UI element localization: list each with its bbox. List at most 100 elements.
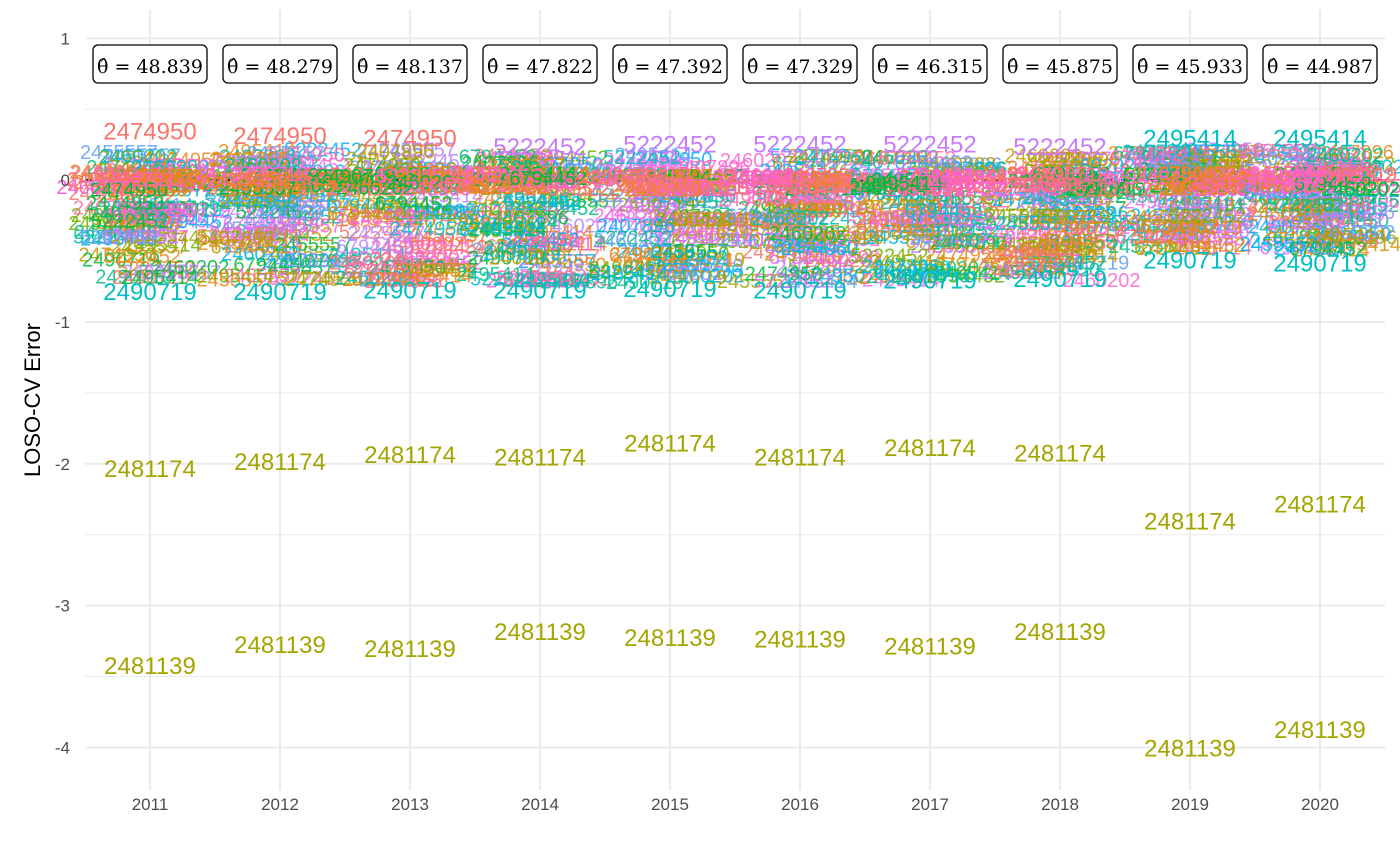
station-label: 6794452 (853, 183, 931, 205)
station-label: 2490719 (606, 272, 684, 294)
point-label-5222452: 5222452 (1013, 134, 1106, 161)
station-label: 2490719 (1029, 173, 1107, 195)
station-label: 2474950 (1304, 179, 1382, 201)
station-label: 2474950 (634, 158, 712, 180)
station-label: 2455557 (103, 145, 181, 167)
station-label: 2490719 (487, 199, 565, 221)
station-label: 2460202 (56, 177, 134, 199)
station-label: 2474950 (880, 192, 958, 214)
station-label: 2455557 (1246, 168, 1324, 190)
station-label: 2474950 (472, 240, 550, 262)
station-label: 2495414 (484, 238, 562, 260)
station-label: 5222452 (1281, 144, 1359, 166)
station-label: 2460202 (1254, 143, 1332, 165)
station-label: 2495414 (469, 219, 547, 241)
point-label-2495414: 2495414 (1273, 126, 1366, 153)
station-label: 6794452 (905, 231, 983, 253)
station-label: 2495414 (591, 263, 669, 285)
station-label: 2407896 (928, 159, 1006, 181)
station-label: 2495414 (1166, 220, 1244, 242)
station-label: 2495414 (391, 230, 469, 252)
theta-hat-value: θ̂ = 44.987 (1267, 56, 1373, 78)
x-tick-label: 2014 (521, 795, 559, 814)
station-label: 2407896 (892, 265, 970, 287)
station-label: 2455557 (754, 177, 832, 199)
station-label: 2495414 (1133, 144, 1211, 166)
y-tick-label: 0 (61, 171, 70, 190)
station-label: 2460202 (100, 198, 178, 220)
station-label: 2474950 (1187, 147, 1265, 169)
station-label: 2407896 (872, 168, 950, 190)
station-label: 2495414 (1282, 167, 1360, 189)
station-label: 2490719 (486, 270, 564, 292)
station-label: 2474950 (919, 159, 997, 181)
station-label: 6794452 (381, 256, 459, 278)
station-label: 2490719 (330, 176, 408, 198)
station-label: 2407896 (242, 183, 320, 205)
station-label: 2495414 (1153, 173, 1231, 195)
station-label: 2495414 (846, 216, 924, 238)
station-label: 5222452 (141, 211, 219, 233)
station-label: 6794452 (1294, 173, 1372, 195)
station-label: 2490719 (798, 197, 876, 219)
station-label: 2407896 (1000, 174, 1078, 196)
station-label: 2474950 (357, 141, 435, 163)
point-label-2481139: 2481139 (104, 653, 196, 680)
station-label: 6794452 (735, 211, 813, 233)
station-label: 2407896 (590, 167, 668, 189)
station-label: 2495414 (121, 267, 199, 289)
station-label: 2455557 (209, 218, 287, 240)
station-label: 2495414 (1064, 217, 1142, 239)
station-label: 2455557 (345, 178, 423, 200)
station-label: 2407896 (402, 211, 480, 233)
station-label: 5222452 (1015, 243, 1093, 265)
station-label: 5222452 (497, 267, 575, 289)
station-label: 2460202 (718, 165, 796, 187)
x-tick-label: 2013 (391, 795, 429, 814)
station-label: 2495414 (242, 213, 320, 235)
station-label: 2460202 (1294, 201, 1372, 223)
station-label: 6794452 (921, 221, 999, 243)
station-label: 2460202 (762, 186, 840, 208)
station-label: 2495414 (727, 214, 805, 236)
station-label: 2495414 (1292, 240, 1370, 262)
station-label: 5222452 (352, 269, 430, 291)
theta-hat-box (92, 44, 208, 84)
station-label: 2495414 (1008, 164, 1086, 186)
station-label: 2490719 (222, 192, 300, 214)
station-label: 2495414 (1157, 188, 1235, 210)
station-label: 2455557 (1024, 213, 1102, 235)
station-label: 2495414 (491, 189, 569, 211)
station-label: 2490719 (739, 171, 817, 193)
station-label: 2490719 (253, 185, 331, 207)
station-label: 2490719 (870, 216, 948, 238)
station-label: 6794452 (336, 236, 414, 258)
station-label: 2407896 (138, 166, 216, 188)
station-label: 6794452 (1300, 161, 1378, 183)
station-label: 2407896 (798, 148, 876, 170)
station-label: 2490719 (1166, 141, 1244, 163)
station-label: 6794452 (410, 237, 488, 259)
station-label: 6794452 (716, 221, 794, 243)
station-label: 2490719 (142, 197, 220, 219)
station-label: 2460202 (1126, 207, 1204, 229)
station-label: 5222452 (1175, 175, 1253, 197)
station-label: 2460202 (387, 234, 465, 256)
station-label: 5222452 (783, 236, 861, 258)
station-label: 2490719 (1051, 252, 1129, 274)
station-label: 6794452 (927, 265, 1005, 287)
station-label: 5222452 (214, 169, 292, 191)
station-label: 6794452 (327, 203, 405, 225)
station-label: 5222452 (522, 198, 600, 220)
station-label: 6794452 (197, 157, 275, 179)
station-label: 5222452 (215, 152, 293, 174)
station-label: 2490719 (95, 266, 173, 288)
station-label: 2407896 (802, 247, 880, 269)
station-label: 5222452 (249, 165, 327, 187)
station-label: 2490719 (617, 195, 695, 217)
station-label: 6794452 (1259, 238, 1337, 260)
station-label: 2490719 (483, 243, 561, 265)
station-label: 2460202 (1194, 179, 1272, 201)
station-label: 2460202 (594, 206, 672, 228)
station-label: 6794452 (1043, 224, 1121, 246)
